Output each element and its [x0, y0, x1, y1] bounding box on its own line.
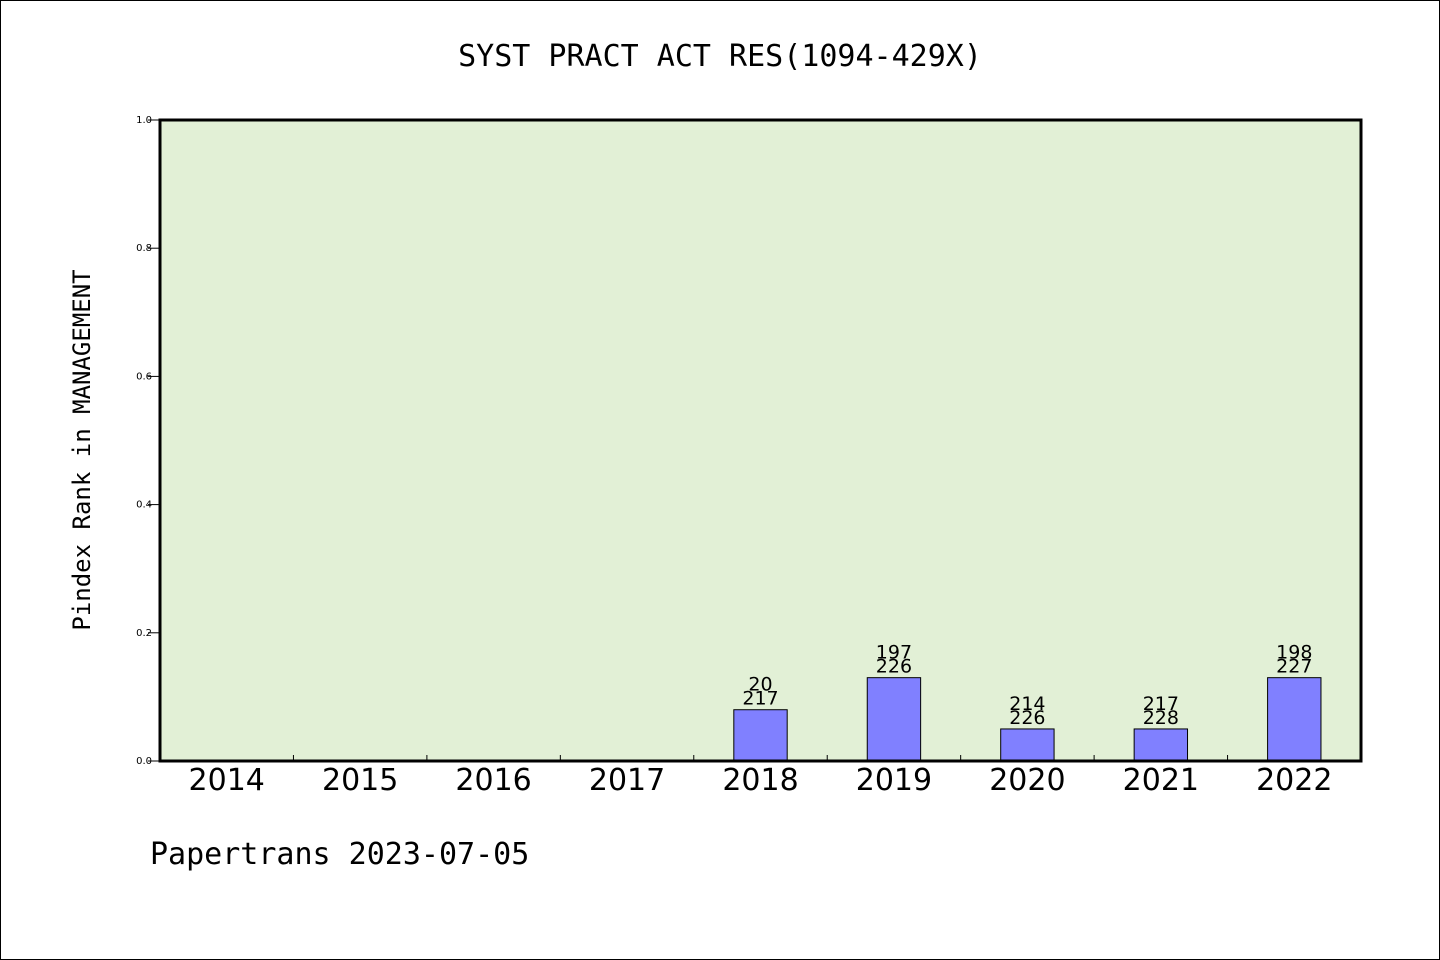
bar-2020	[1000, 728, 1055, 762]
x-tick-label: 2015	[322, 763, 398, 798]
footer-credit: Papertrans 2023-07-05	[150, 837, 529, 872]
x-tick-label: 2019	[856, 763, 932, 798]
plot-border	[158, 118, 1363, 763]
x-tick-label: 2016	[455, 763, 531, 798]
bar-2019	[866, 677, 922, 762]
plot-area	[160, 120, 1361, 761]
bar-label-rank: 214	[1009, 693, 1045, 715]
x-tick-label: 2018	[722, 763, 798, 798]
bar-label-rank: 197	[876, 642, 912, 664]
x-tick-label: 2021	[1123, 763, 1199, 798]
y-tick-label: 0.0	[136, 756, 152, 767]
axis-ticks: 0.0 0.2 0.4 0.6 0.8 1.0 2014 2015 2016 2017 2018 20…	[136, 115, 1332, 798]
y-tick-label: 0.8	[136, 243, 152, 254]
bar-2021	[1133, 728, 1189, 762]
y-tick-label: 0.4	[136, 500, 152, 511]
y-tick-label: 0.2	[136, 628, 152, 639]
bar-label-total: 226	[1009, 707, 1045, 729]
chart-title: SYST PRACT ACT RES(1094-429X)	[458, 39, 982, 74]
bar-label-total: 217	[742, 688, 778, 710]
y-tick-label: 1.0	[136, 115, 152, 126]
x-tick-label: 2014	[189, 763, 265, 798]
x-tick-label: 2020	[989, 763, 1065, 798]
bars-group	[733, 677, 1322, 762]
y-tick-label: 0.6	[136, 371, 152, 382]
bar-2018	[733, 709, 788, 762]
bar-2022	[1267, 677, 1322, 762]
y-axis-label: Pindex Rank in MANAGEMENT	[68, 269, 96, 630]
bar-label-rank: 217	[1143, 693, 1179, 715]
bar-label-total: 227	[1276, 656, 1312, 678]
x-tick-label: 2022	[1256, 763, 1332, 798]
bar-label-rank: 198	[1276, 642, 1312, 664]
bar-label-total: 226	[876, 656, 912, 678]
bar-label-rank: 20	[748, 674, 772, 696]
x-tick-label: 2017	[589, 763, 665, 798]
bar-label-total: 228	[1143, 707, 1179, 729]
